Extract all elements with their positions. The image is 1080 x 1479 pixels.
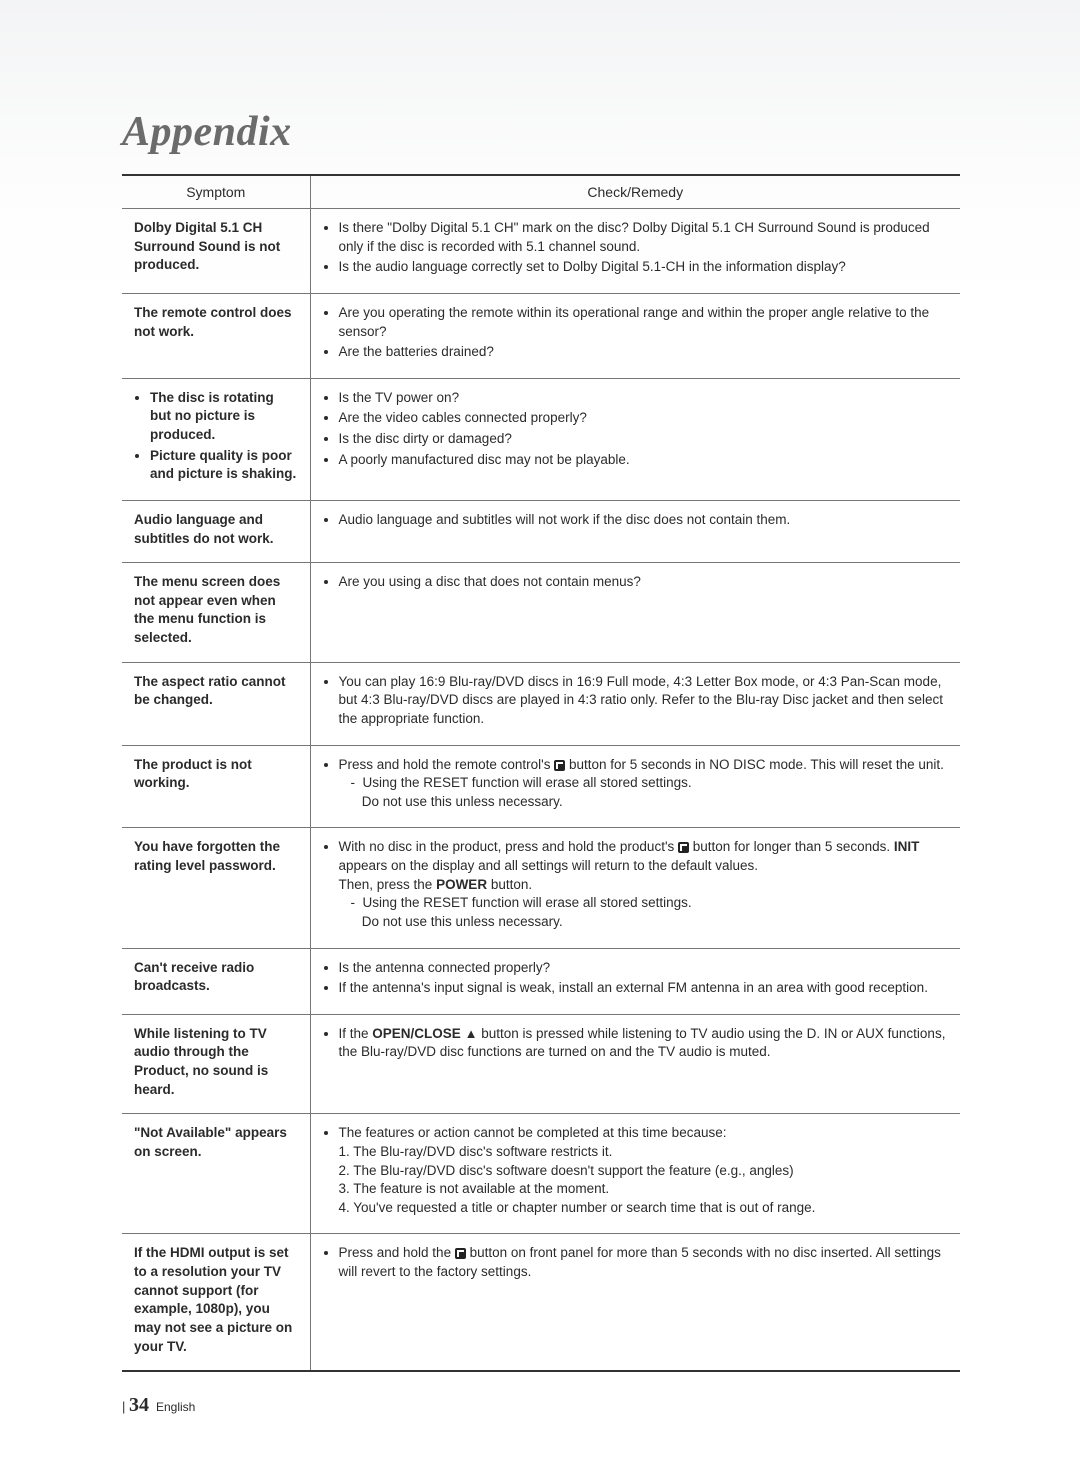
remedy-cell: You can play 16:9 Blu-ray/DVD discs in 1… xyxy=(310,662,960,745)
remedy-cell: Is there "Dolby Digital 5.1 CH" mark on … xyxy=(310,209,960,294)
symptom-cell: The disc is rotating but no picture is p… xyxy=(122,378,310,500)
symptom-cell: The aspect ratio cannot be changed. xyxy=(122,662,310,745)
symptom-cell: The product is not working. xyxy=(122,745,310,828)
remedy-cell: Is the TV power on?Are the video cables … xyxy=(310,378,960,500)
symptom-cell: While listening to TV audio through the … xyxy=(122,1014,310,1114)
table-row: While listening to TV audio through the … xyxy=(122,1014,960,1114)
symptom-cell: If the HDMI output is set to a resolutio… xyxy=(122,1234,310,1371)
symptom-cell: The remote control does not work. xyxy=(122,293,310,378)
table-row: The product is not working.Press and hol… xyxy=(122,745,960,828)
symptom-cell: The menu screen does not appear even whe… xyxy=(122,563,310,663)
symptom-cell: Audio language and subtitles do not work… xyxy=(122,500,310,562)
symptom-cell: Can't receive radio broadcasts. xyxy=(122,948,310,1014)
col-header-remedy: Check/Remedy xyxy=(310,175,960,209)
stop-icon xyxy=(554,760,565,771)
section-heading: Appendix xyxy=(0,0,1080,174)
table-row: The aspect ratio cannot be changed.You c… xyxy=(122,662,960,745)
stop-icon xyxy=(455,1248,466,1259)
symptom-cell: Dolby Digital 5.1 CH Surround Sound is n… xyxy=(122,209,310,294)
page-number: 34 xyxy=(129,1394,149,1416)
eject-icon: ▲ xyxy=(465,1027,478,1040)
remedy-cell: Audio language and subtitles will not wo… xyxy=(310,500,960,562)
symptom-cell: "Not Available" appears on screen. xyxy=(122,1114,310,1234)
page-footer: | 34 English xyxy=(122,1394,195,1417)
remedy-cell: If the OPEN/CLOSE ▲ button is pressed wh… xyxy=(310,1014,960,1114)
remedy-cell: Is the antenna connected properly?If the… xyxy=(310,948,960,1014)
table-row: If the HDMI output is set to a resolutio… xyxy=(122,1234,960,1371)
table-row: "Not Available" appears on screen.The fe… xyxy=(122,1114,960,1234)
remedy-cell: With no disc in the product, press and h… xyxy=(310,828,960,948)
troubleshooting-table: Symptom Check/Remedy Dolby Digital 5.1 C… xyxy=(122,174,960,1372)
page-language: English xyxy=(153,1400,196,1414)
symptom-cell: You have forgotten the rating level pass… xyxy=(122,828,310,948)
remedy-cell: Press and hold the button on front panel… xyxy=(310,1234,960,1371)
table-row: The disc is rotating but no picture is p… xyxy=(122,378,960,500)
col-header-symptom: Symptom xyxy=(122,175,310,209)
remedy-cell: Are you using a disc that does not conta… xyxy=(310,563,960,663)
table-row: You have forgotten the rating level pass… xyxy=(122,828,960,948)
remedy-cell: The features or action cannot be complet… xyxy=(310,1114,960,1234)
table-row: Can't receive radio broadcasts.Is the an… xyxy=(122,948,960,1014)
table-row: Audio language and subtitles do not work… xyxy=(122,500,960,562)
page: Appendix Symptom Check/Remedy Dolby Digi… xyxy=(0,0,1080,1479)
table-row: The remote control does not work.Are you… xyxy=(122,293,960,378)
stop-icon xyxy=(678,842,689,853)
remedy-cell: Press and hold the remote control's butt… xyxy=(310,745,960,828)
table-row: The menu screen does not appear even whe… xyxy=(122,563,960,663)
footer-bar: | xyxy=(122,1399,129,1414)
remedy-cell: Are you operating the remote within its … xyxy=(310,293,960,378)
table-row: Dolby Digital 5.1 CH Surround Sound is n… xyxy=(122,209,960,294)
